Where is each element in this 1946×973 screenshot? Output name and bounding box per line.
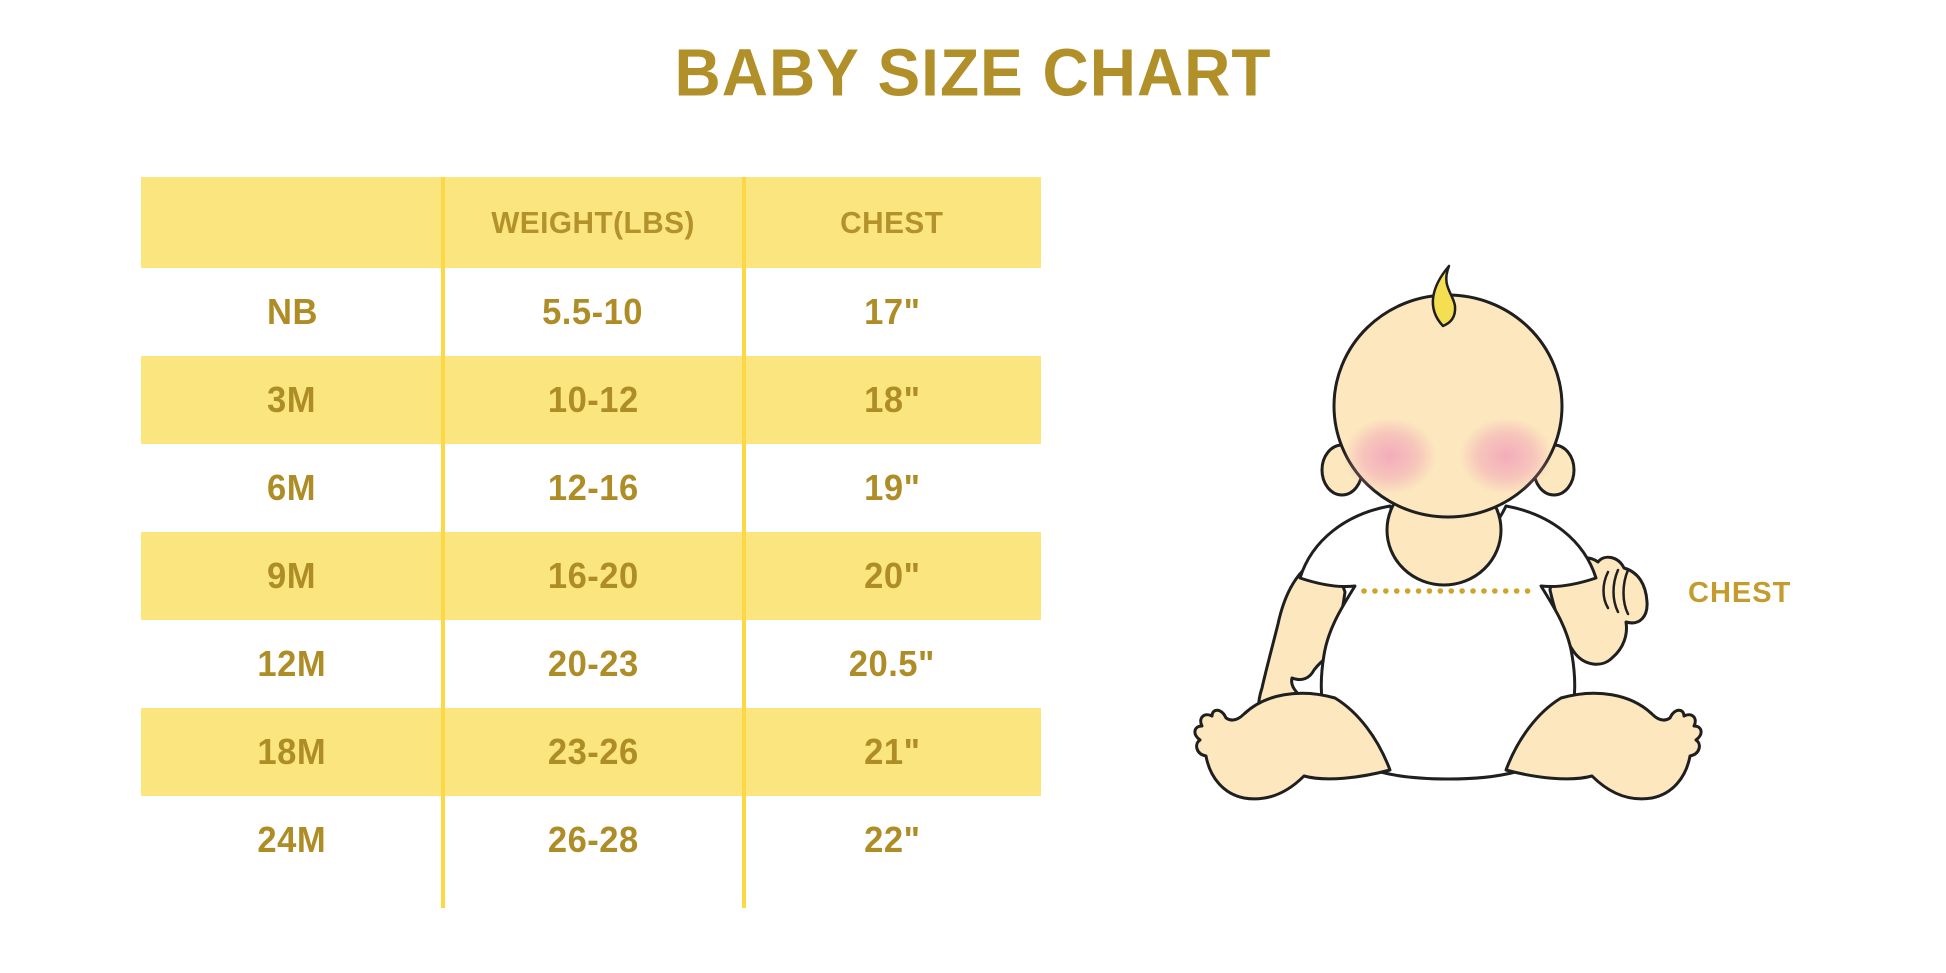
weight-cell: 20-23 [547, 643, 639, 684]
weight-cell: 10-12 [547, 379, 639, 420]
table-header-row: WEIGHT(LBS) CHEST [141, 177, 1041, 268]
header-weight-column: WEIGHT(LBS) [491, 204, 695, 240]
chest-measure-label: CHEST [1688, 577, 1791, 609]
chest-cell: 20.5" [848, 643, 936, 684]
chest-cell: 17" [863, 291, 921, 332]
chest-cell: 22" [863, 819, 921, 860]
baby-left-cheek [1344, 418, 1436, 494]
chest-cell: 18" [863, 379, 921, 420]
table-row: 3M 10-12 18" [141, 356, 1041, 444]
size-cell: 6M [267, 467, 317, 508]
page-title: BABY SIZE CHART [674, 35, 1272, 110]
table-row: 24M 26-28 22" [141, 796, 1041, 884]
table-row: 18M 23-26 21" [141, 708, 1041, 796]
table-row: NB 5.5-10 17" [141, 268, 1041, 356]
baby-hair-curl [1431, 264, 1457, 328]
table-body: NB 5.5-10 17" 3M 10-12 18" 6M 12-16 19" … [141, 268, 1041, 884]
chest-cell: 20" [863, 555, 921, 596]
size-cell: 3M [267, 379, 317, 420]
baby-right-leg [1504, 691, 1703, 801]
chest-cell: 21" [863, 731, 921, 772]
baby-right-cheek [1460, 418, 1552, 494]
table-row: 9M 16-20 20" [141, 532, 1041, 620]
weight-cell: 12-16 [547, 467, 639, 508]
size-cell: NB [266, 291, 318, 332]
header-chest-column: CHEST [840, 204, 944, 240]
baby-size-table: WEIGHT(LBS) CHEST NB 5.5-10 17" 3M 10-12… [141, 177, 1041, 908]
size-cell: 12M [257, 643, 327, 684]
baby-left-leg [1193, 691, 1392, 801]
size-cell: 18M [257, 731, 327, 772]
baby-svg: CHEST [1193, 264, 1791, 801]
size-cell: 9M [267, 555, 317, 596]
weight-cell: 16-20 [547, 555, 639, 596]
weight-cell: 26-28 [547, 819, 639, 860]
weight-cell: 23-26 [547, 731, 639, 772]
column-divider-2 [742, 177, 746, 908]
column-divider-1 [441, 177, 445, 908]
chest-cell: 19" [863, 467, 921, 508]
table-row: 12M 20-23 20.5" [141, 620, 1041, 708]
baby-illustration: CHEST [1150, 230, 1850, 850]
size-cell: 24M [257, 819, 327, 860]
weight-cell: 5.5-10 [542, 291, 644, 332]
table-row: 6M 12-16 19" [141, 444, 1041, 532]
